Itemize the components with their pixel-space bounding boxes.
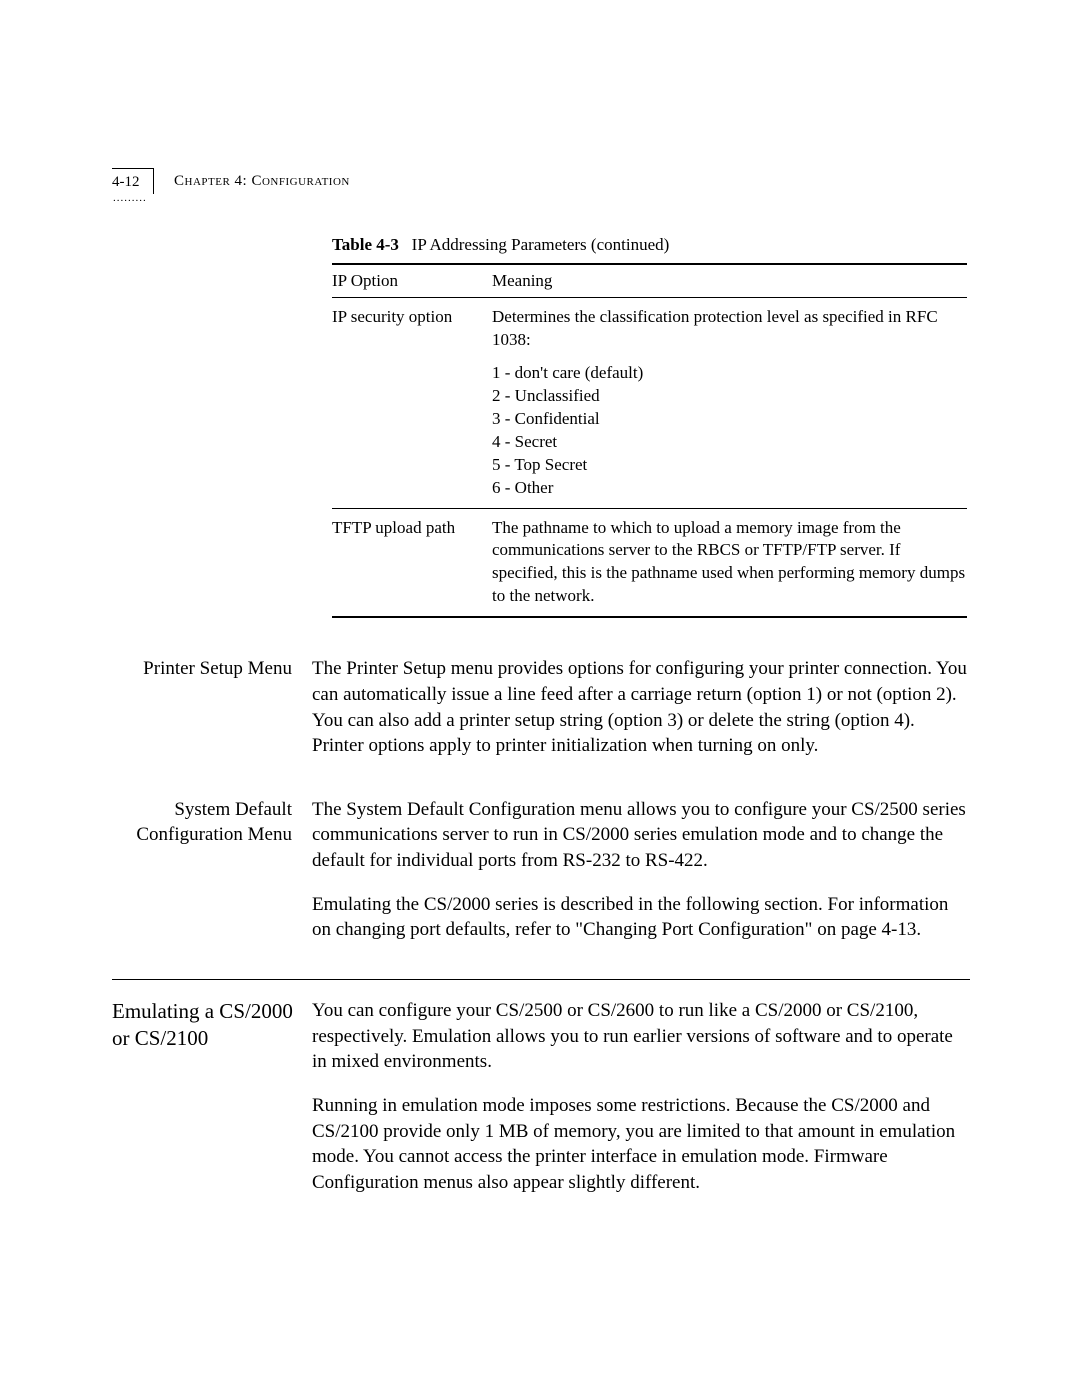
content-area: Table 4-3 IP Addressing Parameters (cont… bbox=[112, 235, 970, 1196]
section-rule bbox=[112, 979, 970, 980]
section-label-emulating: Emulating a CS/2000 or CS/2100 bbox=[112, 998, 312, 1195]
cell-meaning: The pathname to which to upload a memory… bbox=[492, 508, 967, 617]
col-header-meaning: Meaning bbox=[492, 264, 967, 298]
emulating-para2: Running in emulation mode imposes some r… bbox=[312, 1093, 970, 1196]
emulating-section: Emulating a CS/2000 or CS/2100 You can c… bbox=[112, 998, 970, 1195]
list-item: 2 - Unclassified bbox=[492, 385, 967, 408]
printer-paragraph: The Printer Setup menu provides options … bbox=[312, 656, 970, 759]
header-dots: ......... bbox=[113, 192, 147, 204]
cell-meaning: Determines the classification protection… bbox=[492, 298, 967, 509]
list-item: 1 - don't care (default) bbox=[492, 362, 967, 385]
page-number: 4-12 bbox=[112, 168, 154, 194]
section-body-sysdefault: The System Default Configuration menu al… bbox=[312, 797, 970, 943]
section-body-emulating: You can configure your CS/2500 or CS/260… bbox=[312, 998, 970, 1195]
sysdefault-section: System Default Configuration Menu The Sy… bbox=[112, 797, 970, 943]
list-item: 3 - Confidential bbox=[492, 408, 967, 431]
page-header: 4-12 Chapter 4: Configuration bbox=[112, 168, 350, 194]
meaning-intro: Determines the classification protection… bbox=[492, 306, 967, 352]
emulating-para1: You can configure your CS/2500 or CS/260… bbox=[312, 998, 970, 1075]
cell-option: TFTP upload path bbox=[332, 508, 492, 617]
table-header-row: IP Option Meaning bbox=[332, 264, 967, 298]
section-body-printer: The Printer Setup menu provides options … bbox=[312, 656, 970, 759]
meaning-list: 1 - don't care (default) 2 - Unclassifie… bbox=[492, 362, 967, 500]
ip-addressing-table: IP Option Meaning IP security option Det… bbox=[332, 263, 967, 618]
col-header-option: IP Option bbox=[332, 264, 492, 298]
table-caption: Table 4-3 IP Addressing Parameters (cont… bbox=[332, 235, 970, 255]
cell-option: IP security option bbox=[332, 298, 492, 509]
table-row: TFTP upload path The pathname to which t… bbox=[332, 508, 967, 617]
chapter-title: Chapter 4: Configuration bbox=[174, 168, 350, 190]
printer-setup-section: Printer Setup Menu The Printer Setup men… bbox=[112, 656, 970, 759]
table-caption-text: IP Addressing Parameters (continued) bbox=[412, 235, 670, 254]
table-caption-bold: Table 4-3 bbox=[332, 235, 399, 254]
list-item: 5 - Top Secret bbox=[492, 454, 967, 477]
sysdefault-para1: The System Default Configuration menu al… bbox=[312, 797, 970, 874]
list-item: 4 - Secret bbox=[492, 431, 967, 454]
list-item: 6 - Other bbox=[492, 477, 967, 500]
table-row: IP security option Determines the classi… bbox=[332, 298, 967, 509]
section-label-printer: Printer Setup Menu bbox=[112, 656, 312, 759]
section-label-sysdefault: System Default Configuration Menu bbox=[112, 797, 312, 943]
sysdefault-para2: Emulating the CS/2000 series is describe… bbox=[312, 892, 970, 943]
